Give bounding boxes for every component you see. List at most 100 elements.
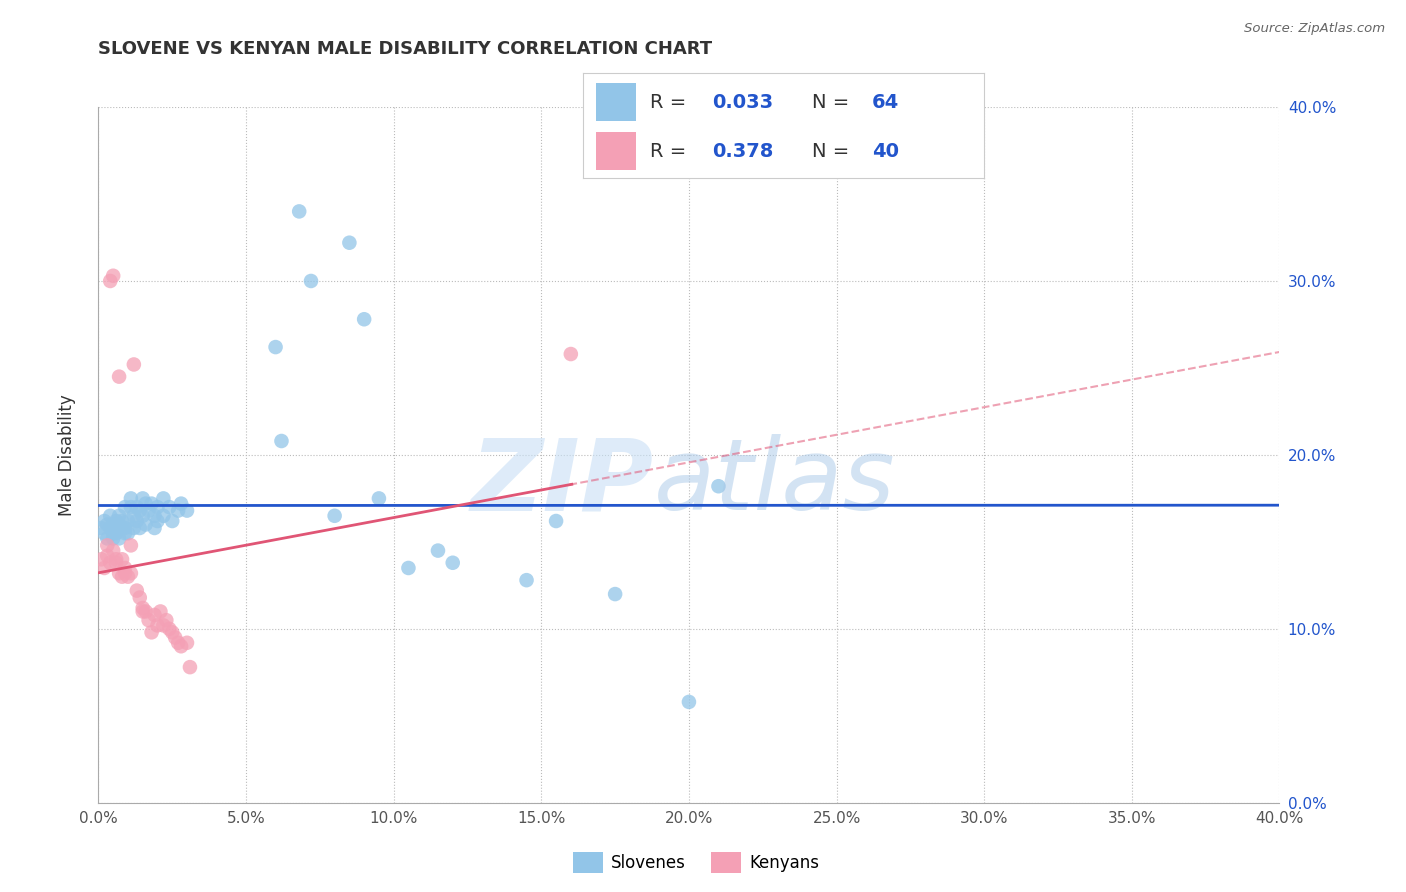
Point — [135, 605, 157, 619]
Bar — [596, 132, 636, 170]
Point — [93, 526, 115, 541]
Point — [179, 660, 201, 674]
Point — [108, 369, 131, 384]
Text: SLOVENE VS KENYAN MALE DISABILITY CORRELATION CHART: SLOVENE VS KENYAN MALE DISABILITY CORREL… — [98, 40, 713, 58]
Point — [138, 503, 160, 517]
Point — [427, 543, 450, 558]
Point — [122, 521, 145, 535]
Point — [103, 526, 125, 541]
Point — [162, 514, 183, 528]
Text: N =: N = — [811, 142, 855, 161]
Point — [114, 521, 136, 535]
Point — [299, 274, 322, 288]
Point — [132, 491, 155, 506]
Point — [128, 591, 150, 605]
Point — [132, 601, 155, 615]
Point — [138, 613, 160, 627]
Point — [167, 636, 190, 650]
Point — [117, 526, 139, 541]
Point — [117, 570, 139, 584]
Point — [135, 497, 157, 511]
Point — [143, 607, 166, 622]
Point — [125, 500, 148, 514]
Point — [546, 514, 568, 528]
Text: ZIP: ZIP — [471, 434, 654, 532]
Point — [122, 508, 145, 523]
Point — [135, 517, 157, 532]
Point — [264, 340, 287, 354]
Point — [141, 625, 163, 640]
Point — [288, 204, 311, 219]
Point — [111, 514, 134, 528]
Point — [105, 521, 128, 535]
Text: R =: R = — [650, 93, 692, 112]
Bar — [596, 83, 636, 120]
Point — [167, 503, 190, 517]
Point — [149, 605, 172, 619]
Point — [111, 570, 134, 584]
Point — [105, 552, 128, 566]
Point — [143, 508, 166, 523]
Point — [441, 556, 464, 570]
Point — [122, 358, 145, 372]
Point — [146, 514, 169, 528]
Point — [125, 583, 148, 598]
Point — [560, 347, 582, 361]
Point — [114, 526, 136, 541]
Point — [105, 556, 128, 570]
Point — [93, 561, 115, 575]
Point — [396, 561, 419, 575]
Point — [105, 526, 128, 541]
Point — [96, 532, 118, 546]
Point — [368, 491, 391, 506]
Legend: Slovenes, Kenyans: Slovenes, Kenyans — [567, 846, 825, 880]
Point — [108, 532, 131, 546]
Point — [152, 618, 174, 632]
Point — [141, 497, 163, 511]
Text: 64: 64 — [872, 93, 900, 112]
Point — [152, 491, 174, 506]
Point — [103, 532, 125, 546]
Point — [111, 521, 134, 535]
Point — [108, 508, 131, 523]
Point — [152, 508, 174, 523]
Point — [176, 636, 198, 650]
Point — [120, 538, 142, 552]
Point — [128, 521, 150, 535]
Point — [90, 521, 112, 535]
Text: Source: ZipAtlas.com: Source: ZipAtlas.com — [1244, 22, 1385, 36]
Point — [353, 312, 375, 326]
Point — [128, 503, 150, 517]
Point — [96, 517, 118, 532]
Point — [162, 625, 183, 640]
Point — [270, 434, 292, 448]
Point — [146, 500, 169, 514]
Y-axis label: Male Disability: Male Disability — [58, 394, 76, 516]
Point — [170, 639, 193, 653]
Text: N =: N = — [811, 93, 855, 112]
Point — [90, 552, 112, 566]
Point — [515, 573, 537, 587]
Text: 40: 40 — [872, 142, 898, 161]
Point — [120, 500, 142, 514]
Point — [132, 605, 155, 619]
Point — [105, 514, 128, 528]
Point — [108, 566, 131, 581]
Point — [120, 566, 142, 581]
Point — [323, 508, 346, 523]
Point — [96, 538, 118, 552]
Point — [111, 552, 134, 566]
Point — [146, 618, 169, 632]
Point — [678, 695, 700, 709]
Point — [98, 508, 121, 523]
Point — [125, 514, 148, 528]
Point — [98, 556, 121, 570]
Point — [165, 631, 187, 645]
Point — [157, 622, 180, 636]
Text: atlas: atlas — [654, 434, 896, 532]
Text: 0.378: 0.378 — [711, 142, 773, 161]
Point — [114, 500, 136, 514]
Point — [108, 517, 131, 532]
Point — [114, 566, 136, 581]
Point — [96, 549, 118, 563]
